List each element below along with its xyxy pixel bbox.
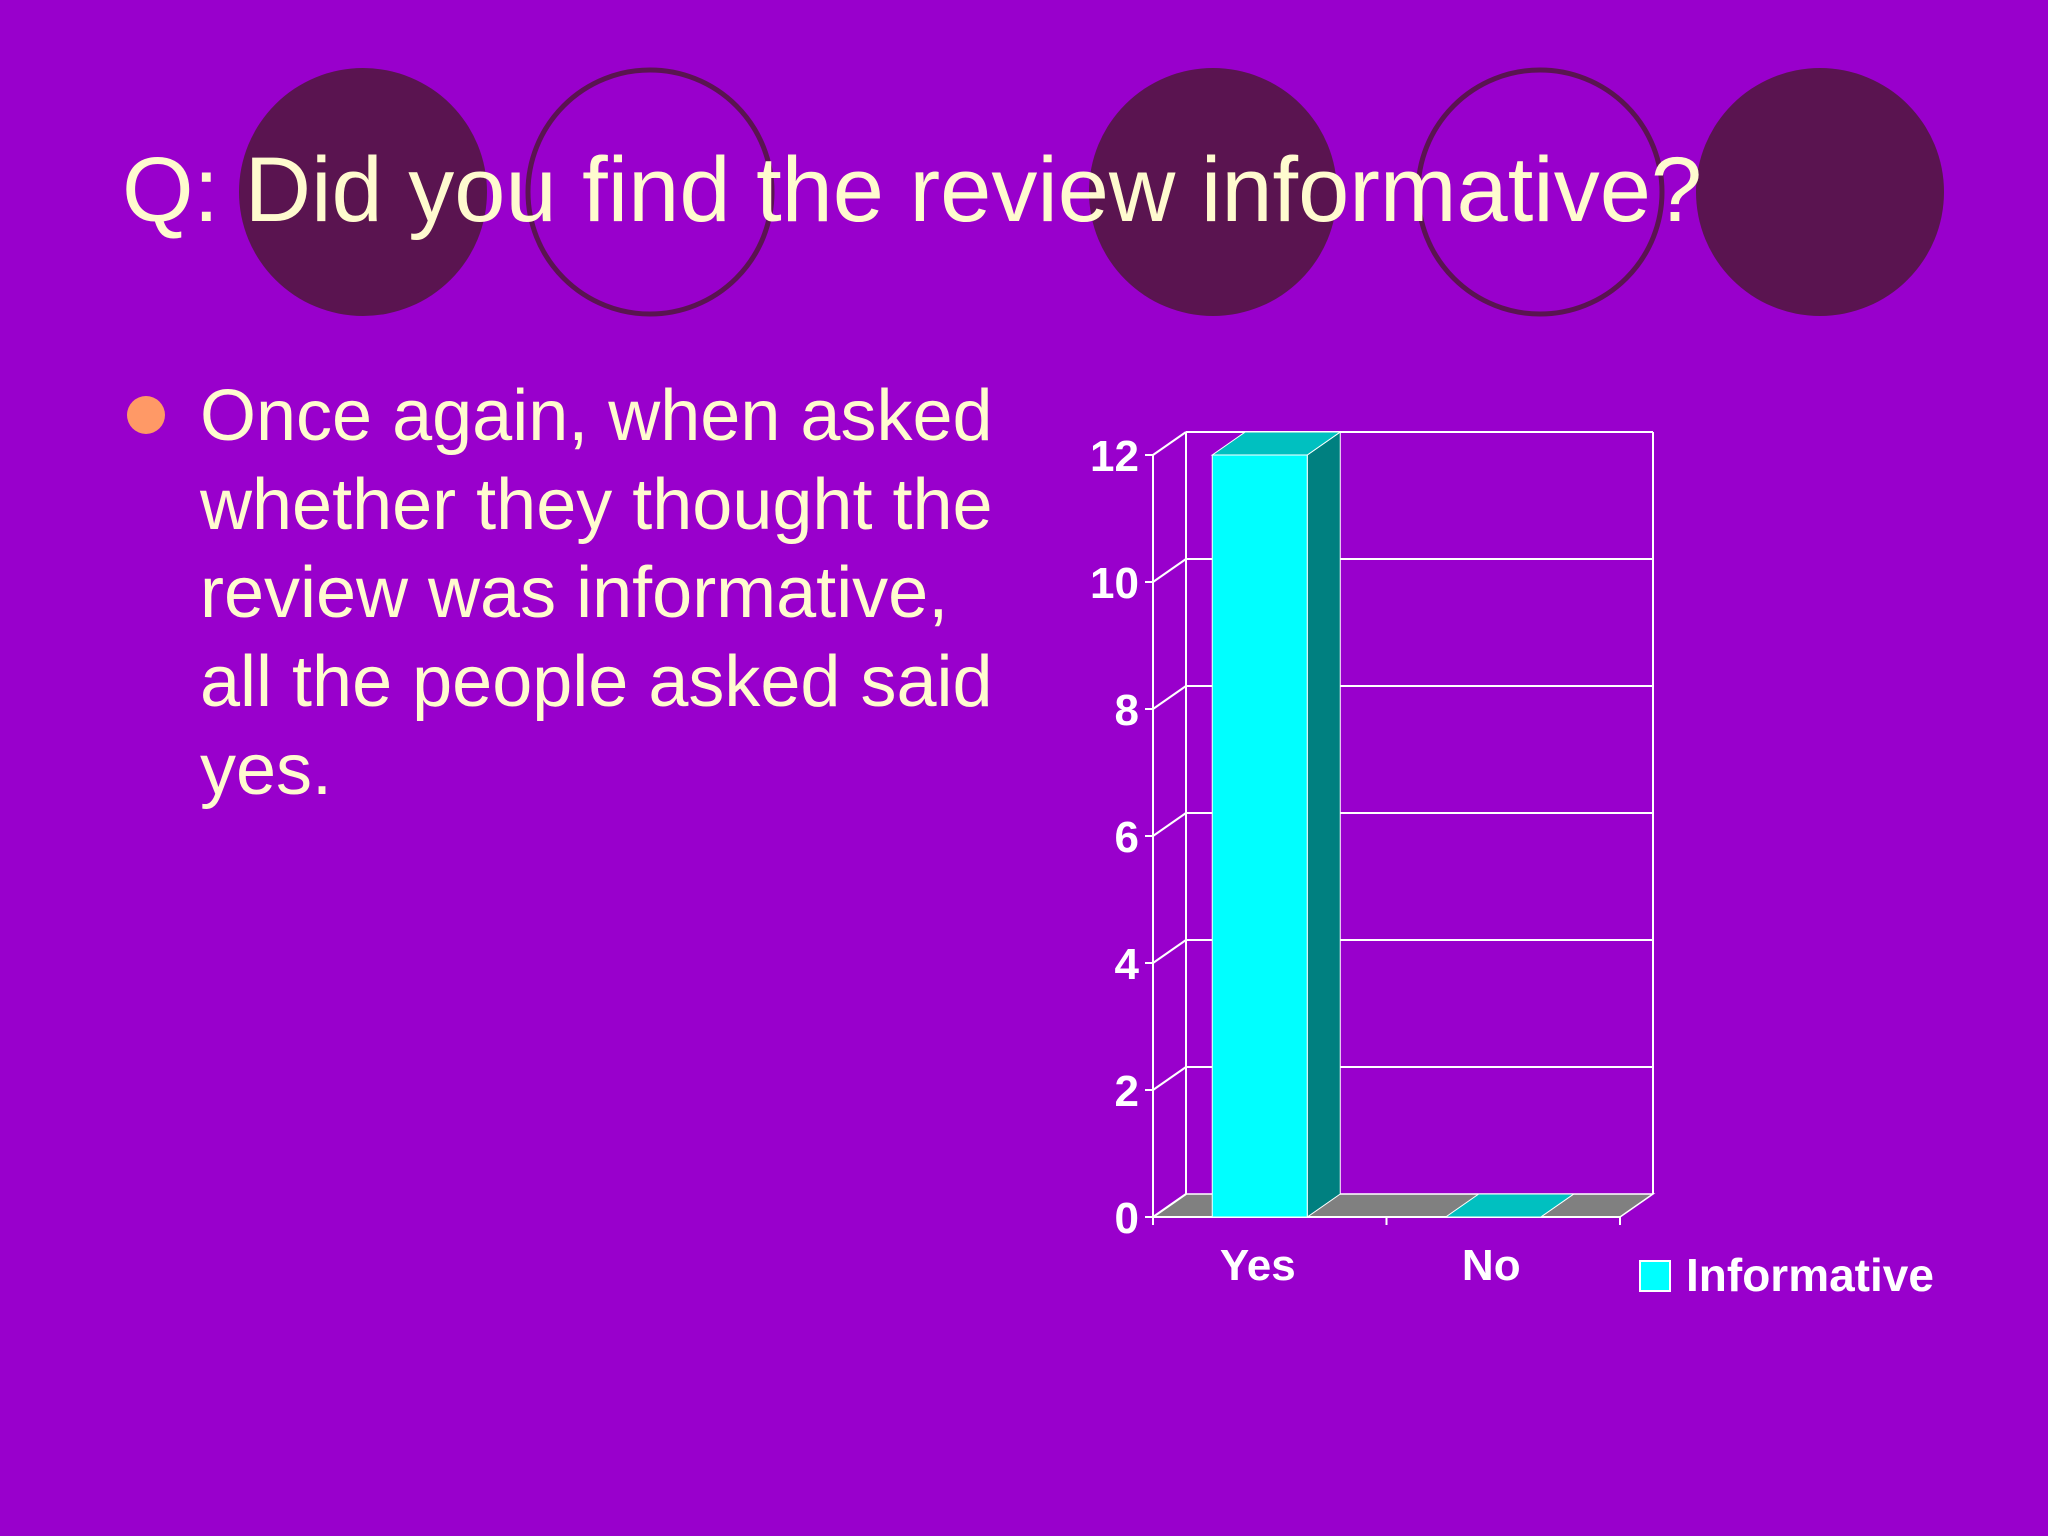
y-tick-label-10: 10 (1090, 559, 1139, 608)
side-wall-line-4 (1152, 939, 1187, 964)
bar-side-yes (1306, 431, 1341, 1218)
x-tick-label-yes: Yes (1220, 1241, 1296, 1290)
side-wall-line-6 (1152, 812, 1187, 837)
y-tick-label-4: 4 (1115, 940, 1140, 989)
deco-circle-filled-3 (1696, 68, 1944, 316)
y-tick-label-6: 6 (1115, 813, 1139, 862)
side-wall-line-0 (1152, 1193, 1187, 1218)
y-tick-label-0: 0 (1115, 1194, 1139, 1243)
bar-yes (1211, 454, 1308, 1218)
legend-label: Informative (1686, 1249, 1934, 1301)
bullet-text: Once again, when asked whether they thou… (200, 376, 993, 810)
side-wall-line-2 (1152, 1066, 1187, 1091)
y-tick-label-2: 2 (1115, 1067, 1139, 1116)
deco-circle-outline-2 (1415, 67, 1665, 317)
deco-circle-filled-1 (239, 68, 487, 316)
deco-circle-outline-1 (525, 67, 775, 317)
x-tick-label-no: No (1462, 1241, 1521, 1290)
slide-title: Q: Did you find the review informative? (122, 139, 1703, 241)
y-tick-label-12: 12 (1090, 432, 1139, 481)
bar-top-no (1444, 1193, 1576, 1218)
deco-circle-filled-2 (1089, 68, 1337, 316)
side-wall-line-8 (1152, 685, 1187, 710)
bullet-dot (127, 396, 165, 434)
side-wall-line-12 (1152, 431, 1187, 456)
legend-swatch (1639, 1260, 1671, 1292)
y-tick-label-8: 8 (1115, 686, 1139, 735)
side-wall-line-10 (1152, 558, 1187, 583)
